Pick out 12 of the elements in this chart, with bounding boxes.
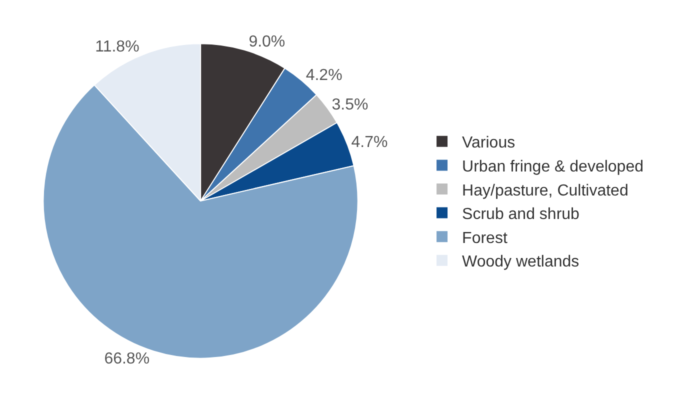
- legend-label: Urban fringe & developed: [462, 158, 644, 176]
- data-label: 11.8%: [95, 38, 140, 56]
- legend-label: Scrub and shrub: [462, 206, 580, 224]
- data-label: 3.5%: [332, 96, 368, 114]
- data-label: 66.8%: [104, 350, 150, 368]
- data-label: 9.0%: [248, 34, 286, 51]
- data-label: 4.7%: [351, 134, 388, 151]
- legend-label: Various: [462, 134, 516, 152]
- legend-label: Forest: [462, 230, 508, 247]
- legend-label: Woody wetlands: [462, 254, 580, 271]
- legend-label: Hay/pasture, Cultivated: [462, 182, 628, 200]
- data-label: 4.2%: [306, 66, 342, 84]
